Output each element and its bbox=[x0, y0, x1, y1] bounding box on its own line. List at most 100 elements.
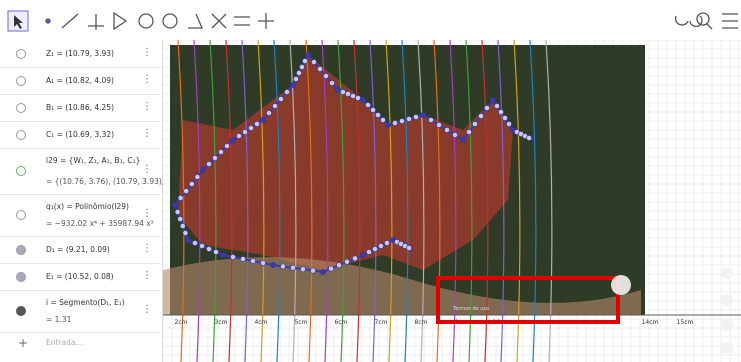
point bbox=[466, 129, 471, 134]
point bbox=[320, 269, 325, 274]
item-menu[interactable]: ⋮ bbox=[142, 164, 152, 175]
visibility-toggle[interactable] bbox=[16, 306, 26, 316]
visibility-toggle[interactable] bbox=[16, 49, 26, 59]
point bbox=[254, 121, 259, 126]
point bbox=[206, 161, 211, 166]
fullscreen-button[interactable] bbox=[721, 343, 733, 353]
algebra-item: C₁ = (10.69, 3.32)⋮ bbox=[0, 121, 160, 149]
zoom-in-button[interactable] bbox=[721, 294, 733, 306]
toolbar bbox=[0, 0, 741, 41]
algebra-item: l29 = {W₁, Z₁, A₁, B₁, C₁}= {(10.76, 3.7… bbox=[0, 148, 160, 195]
x-tick-label: 3cm bbox=[215, 319, 228, 326]
point bbox=[250, 258, 255, 263]
visibility-toggle[interactable] bbox=[16, 103, 26, 113]
x-tick-label: 15cm bbox=[677, 319, 694, 326]
algebra-item: D₁ = (9.21, 0.09)⋮ bbox=[0, 236, 160, 264]
point bbox=[444, 127, 449, 132]
item-menu[interactable]: ⋮ bbox=[142, 74, 152, 85]
home-button[interactable] bbox=[721, 267, 733, 279]
point bbox=[526, 135, 531, 140]
point bbox=[378, 243, 383, 248]
point bbox=[335, 87, 340, 92]
point bbox=[311, 59, 316, 64]
point bbox=[200, 167, 205, 172]
algebra-item: E₁ = (10.52, 0.08)⋮ bbox=[0, 263, 160, 291]
value: = {(10.76, 3.76), (10.79, 3.93), bbox=[46, 177, 164, 186]
definition: q₁(x) = Polinômio(l29) bbox=[46, 202, 129, 211]
point bbox=[385, 122, 390, 127]
input-bar[interactable]: + Entrada... bbox=[0, 332, 160, 362]
x-tick-label: 6cm bbox=[335, 319, 348, 326]
point bbox=[184, 188, 189, 193]
point bbox=[230, 137, 235, 142]
map-compass[interactable] bbox=[611, 275, 631, 295]
point bbox=[355, 95, 360, 100]
visibility-toggle[interactable] bbox=[16, 210, 26, 220]
point bbox=[242, 129, 247, 134]
item-menu[interactable]: ⋮ bbox=[142, 47, 152, 58]
point bbox=[472, 121, 477, 126]
input-placeholder: Entrada... bbox=[46, 338, 83, 347]
point bbox=[375, 112, 380, 117]
item-menu[interactable]: ⋮ bbox=[142, 304, 152, 315]
definition: l29 = {W₁, Z₁, A₁, B₁, C₁} bbox=[46, 156, 140, 165]
algebra-item: A₁ = (10.82, 4.09) ⋮ bbox=[0, 67, 160, 95]
point bbox=[224, 143, 229, 148]
x-tick-label: 5cm bbox=[295, 319, 308, 326]
point bbox=[212, 155, 217, 160]
point bbox=[290, 265, 295, 270]
algebra-item: Z₁ = (10.79, 3.93) ⋮ bbox=[0, 40, 160, 68]
item-menu[interactable]: ⋮ bbox=[142, 208, 152, 219]
point bbox=[329, 80, 334, 85]
item-menu[interactable]: ⋮ bbox=[142, 270, 152, 281]
point bbox=[310, 268, 315, 273]
point bbox=[302, 58, 307, 63]
point bbox=[266, 110, 271, 115]
point bbox=[180, 223, 185, 228]
x-tick-label: 14cm bbox=[642, 319, 659, 326]
point bbox=[399, 118, 404, 123]
visibility-toggle[interactable] bbox=[16, 245, 26, 255]
point bbox=[360, 97, 365, 102]
definition: Z₁ = (10.79, 3.93) bbox=[46, 49, 114, 58]
item-menu[interactable]: ⋮ bbox=[142, 128, 152, 139]
item-menu[interactable]: ⋮ bbox=[142, 243, 152, 254]
definition: A₁ = (10.82, 4.09) bbox=[46, 76, 114, 85]
point bbox=[183, 230, 188, 235]
visibility-toggle[interactable] bbox=[16, 76, 26, 86]
point bbox=[406, 116, 411, 121]
point bbox=[290, 82, 295, 87]
point bbox=[280, 264, 285, 269]
point bbox=[506, 121, 511, 126]
x-tick-label: 4cm bbox=[255, 319, 268, 326]
visibility-toggle[interactable] bbox=[16, 130, 26, 140]
visibility-toggle[interactable] bbox=[16, 272, 26, 282]
zoom-out-button[interactable] bbox=[721, 319, 733, 331]
algebra-item: q₁(x) = Polinômio(l29)= −932.02 x⁴ + 359… bbox=[0, 194, 160, 237]
point bbox=[502, 115, 507, 120]
point bbox=[436, 122, 441, 127]
point bbox=[199, 243, 204, 248]
point bbox=[452, 132, 457, 137]
point bbox=[484, 105, 489, 110]
point bbox=[345, 91, 350, 96]
point bbox=[185, 237, 190, 242]
point bbox=[490, 97, 495, 102]
value: = 1.31 bbox=[46, 315, 71, 324]
algebra-item: i = Segmento(D₁, E₁)= 1.31⋮ bbox=[0, 290, 160, 333]
item-menu[interactable]: ⋮ bbox=[142, 101, 152, 112]
point bbox=[305, 52, 310, 57]
point bbox=[272, 103, 277, 108]
point bbox=[293, 76, 298, 81]
point bbox=[372, 246, 377, 251]
point bbox=[192, 240, 197, 245]
algebra-view: Z₁ = (10.79, 3.93)⋮A₁ = (10.82, 4.09)⋮B₁… bbox=[0, 40, 163, 362]
point bbox=[236, 133, 241, 138]
point bbox=[413, 114, 418, 119]
add-icon: + bbox=[18, 336, 28, 350]
point bbox=[195, 174, 200, 179]
tool-icons bbox=[46, 13, 738, 30]
x-tick-label: 7cm bbox=[375, 319, 388, 326]
point bbox=[220, 252, 225, 257]
visibility-toggle[interactable] bbox=[16, 166, 26, 176]
